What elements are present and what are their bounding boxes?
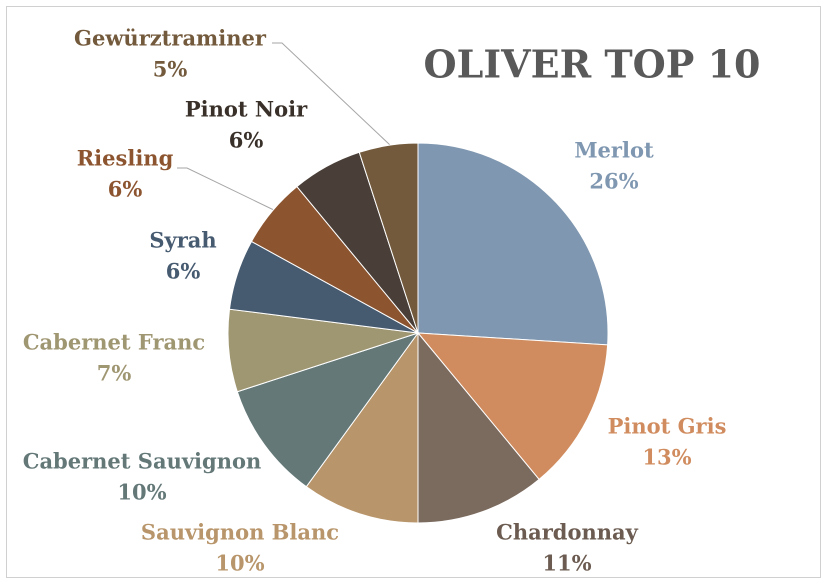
pie-slice — [358, 142, 419, 334]
slice-label: Merlot — [574, 138, 654, 163]
slice-label: Riesling — [77, 146, 174, 171]
slice-value: 11% — [542, 551, 591, 576]
slice-value: 6% — [229, 128, 264, 153]
slice-label: Pinot Noir — [185, 97, 308, 122]
leader-line — [177, 167, 279, 213]
pie-slice — [417, 142, 609, 346]
slice-value: 7% — [97, 361, 132, 386]
slice-value: 6% — [108, 177, 143, 202]
slice-value: 5% — [153, 57, 188, 82]
slice-label: Chardonnay — [496, 520, 638, 545]
slice-value: 10% — [117, 480, 166, 505]
pie-slice — [305, 331, 419, 524]
pie-slice — [236, 332, 420, 488]
slice-label: Sauvignon Blanc — [141, 520, 339, 545]
pie-slice — [416, 332, 609, 481]
slice-label: Cabernet Franc — [23, 330, 205, 355]
slice-value: 6% — [166, 259, 201, 284]
slice-value: 13% — [642, 445, 691, 470]
slice-label: Syrah — [149, 228, 216, 253]
pie-slice — [417, 331, 540, 524]
slice-value: 26% — [589, 169, 638, 194]
leader-line — [272, 42, 391, 146]
slice-value: 10% — [215, 551, 264, 576]
chart-title: OLIVER TOP 10 — [424, 42, 761, 87]
slice-label: Cabernet Sauvignon — [23, 449, 262, 474]
slice-label: Pinot Gris — [608, 414, 727, 439]
slice-label: Gewürztraminer — [74, 26, 267, 51]
